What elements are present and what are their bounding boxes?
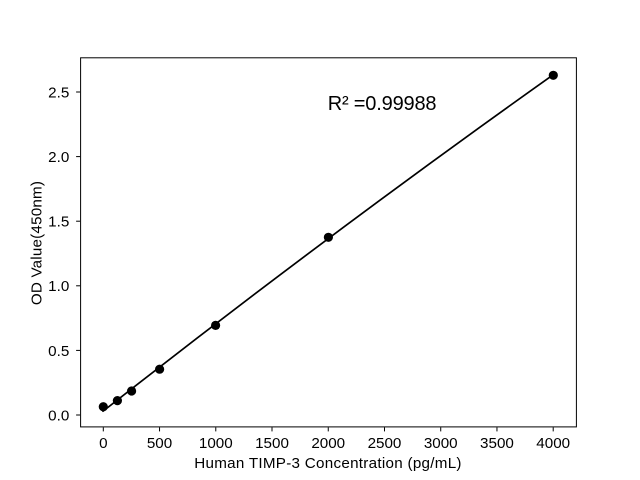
svg-text:1.5: 1.5 bbox=[48, 214, 69, 231]
svg-text:2000: 2000 bbox=[311, 435, 345, 452]
svg-text:2.0: 2.0 bbox=[48, 149, 69, 166]
svg-text:0: 0 bbox=[99, 435, 107, 452]
svg-text:1500: 1500 bbox=[255, 435, 289, 452]
svg-text:2500: 2500 bbox=[368, 435, 402, 452]
svg-text:OD Value(450nm): OD Value(450nm) bbox=[29, 181, 46, 305]
svg-text:0.5: 0.5 bbox=[48, 343, 69, 360]
svg-text:0.0: 0.0 bbox=[48, 407, 69, 424]
svg-text:Human TIMP-3 Concentration (pg: Human TIMP-3 Concentration (pg/mL) bbox=[194, 455, 462, 472]
svg-text:3000: 3000 bbox=[424, 435, 458, 452]
svg-text:2.5: 2.5 bbox=[48, 84, 69, 101]
svg-text:4000: 4000 bbox=[536, 435, 570, 452]
svg-text:1.0: 1.0 bbox=[48, 278, 69, 295]
svg-text:R² =0.99988: R² =0.99988 bbox=[328, 93, 437, 115]
svg-text:1000: 1000 bbox=[199, 435, 233, 452]
svg-text:500: 500 bbox=[147, 435, 172, 452]
svg-text:3500: 3500 bbox=[480, 435, 514, 452]
